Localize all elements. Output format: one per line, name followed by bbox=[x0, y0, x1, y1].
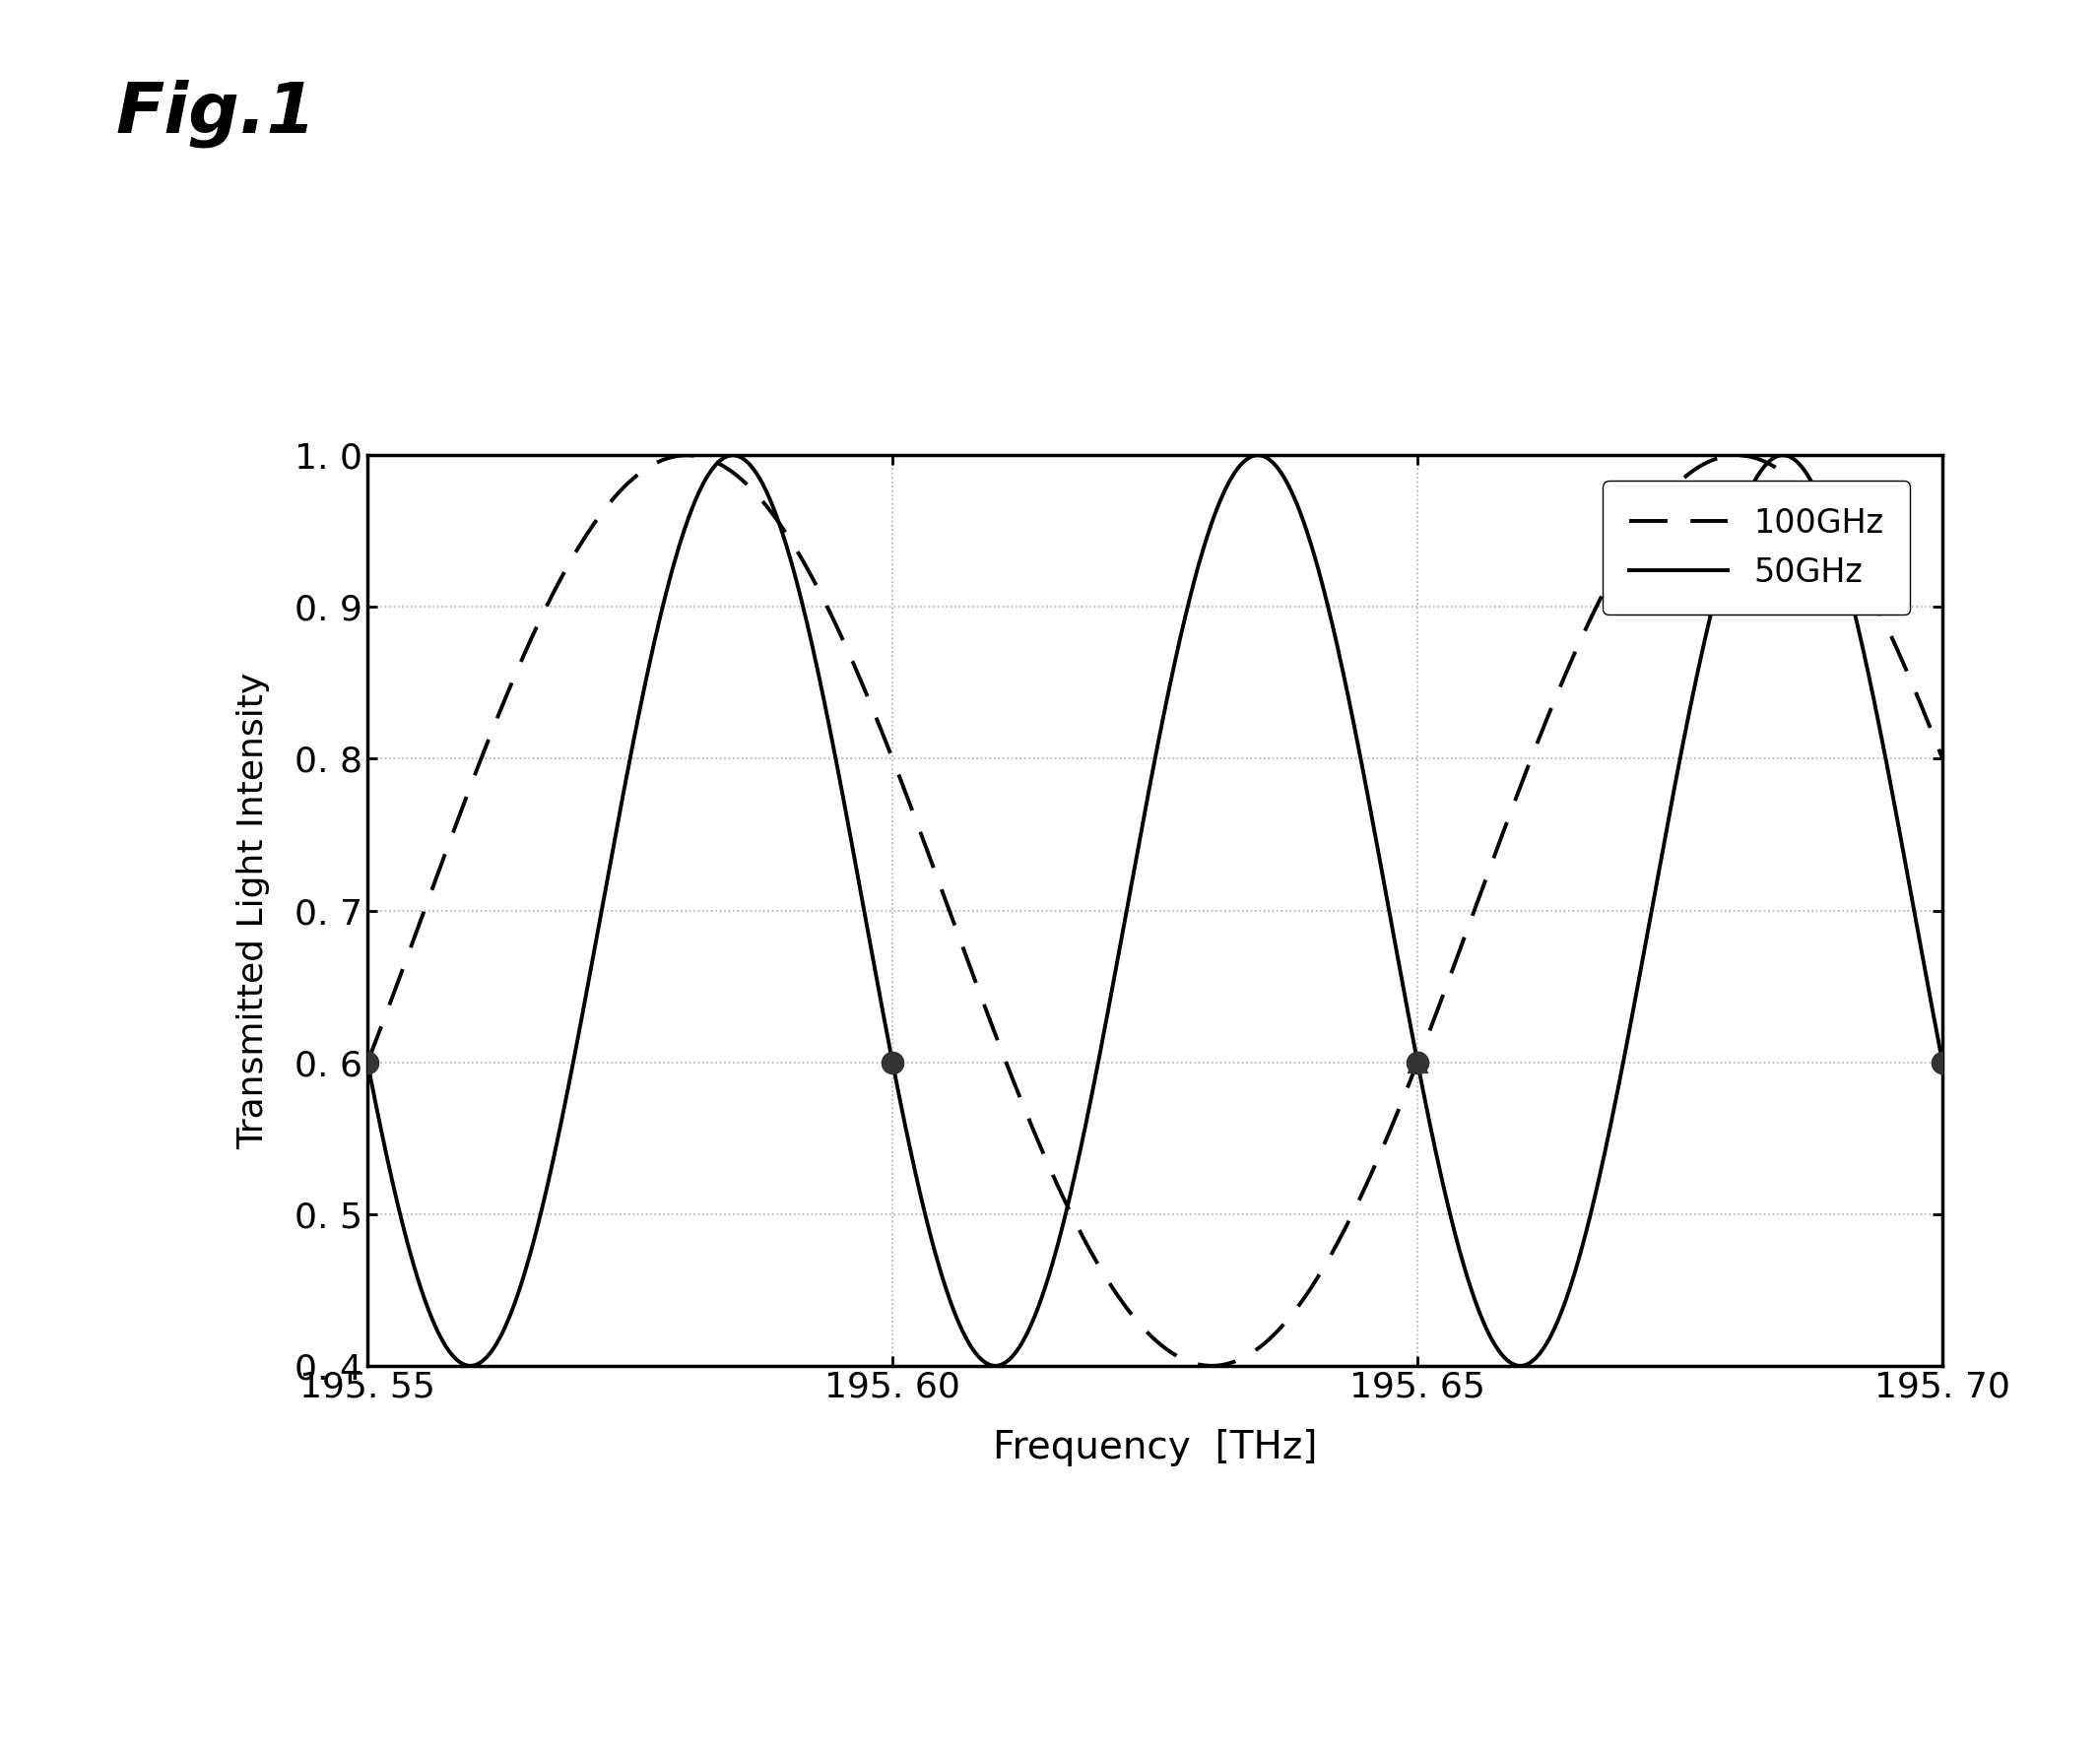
Legend: 100GHz, 50GHz: 100GHz, 50GHz bbox=[1602, 482, 1911, 615]
Text: Fig.1: Fig.1 bbox=[116, 79, 317, 147]
Y-axis label: Transmitted Light Intensity: Transmitted Light Intensity bbox=[237, 672, 271, 1149]
X-axis label: Frequency  [THz]: Frequency [THz] bbox=[993, 1429, 1317, 1466]
